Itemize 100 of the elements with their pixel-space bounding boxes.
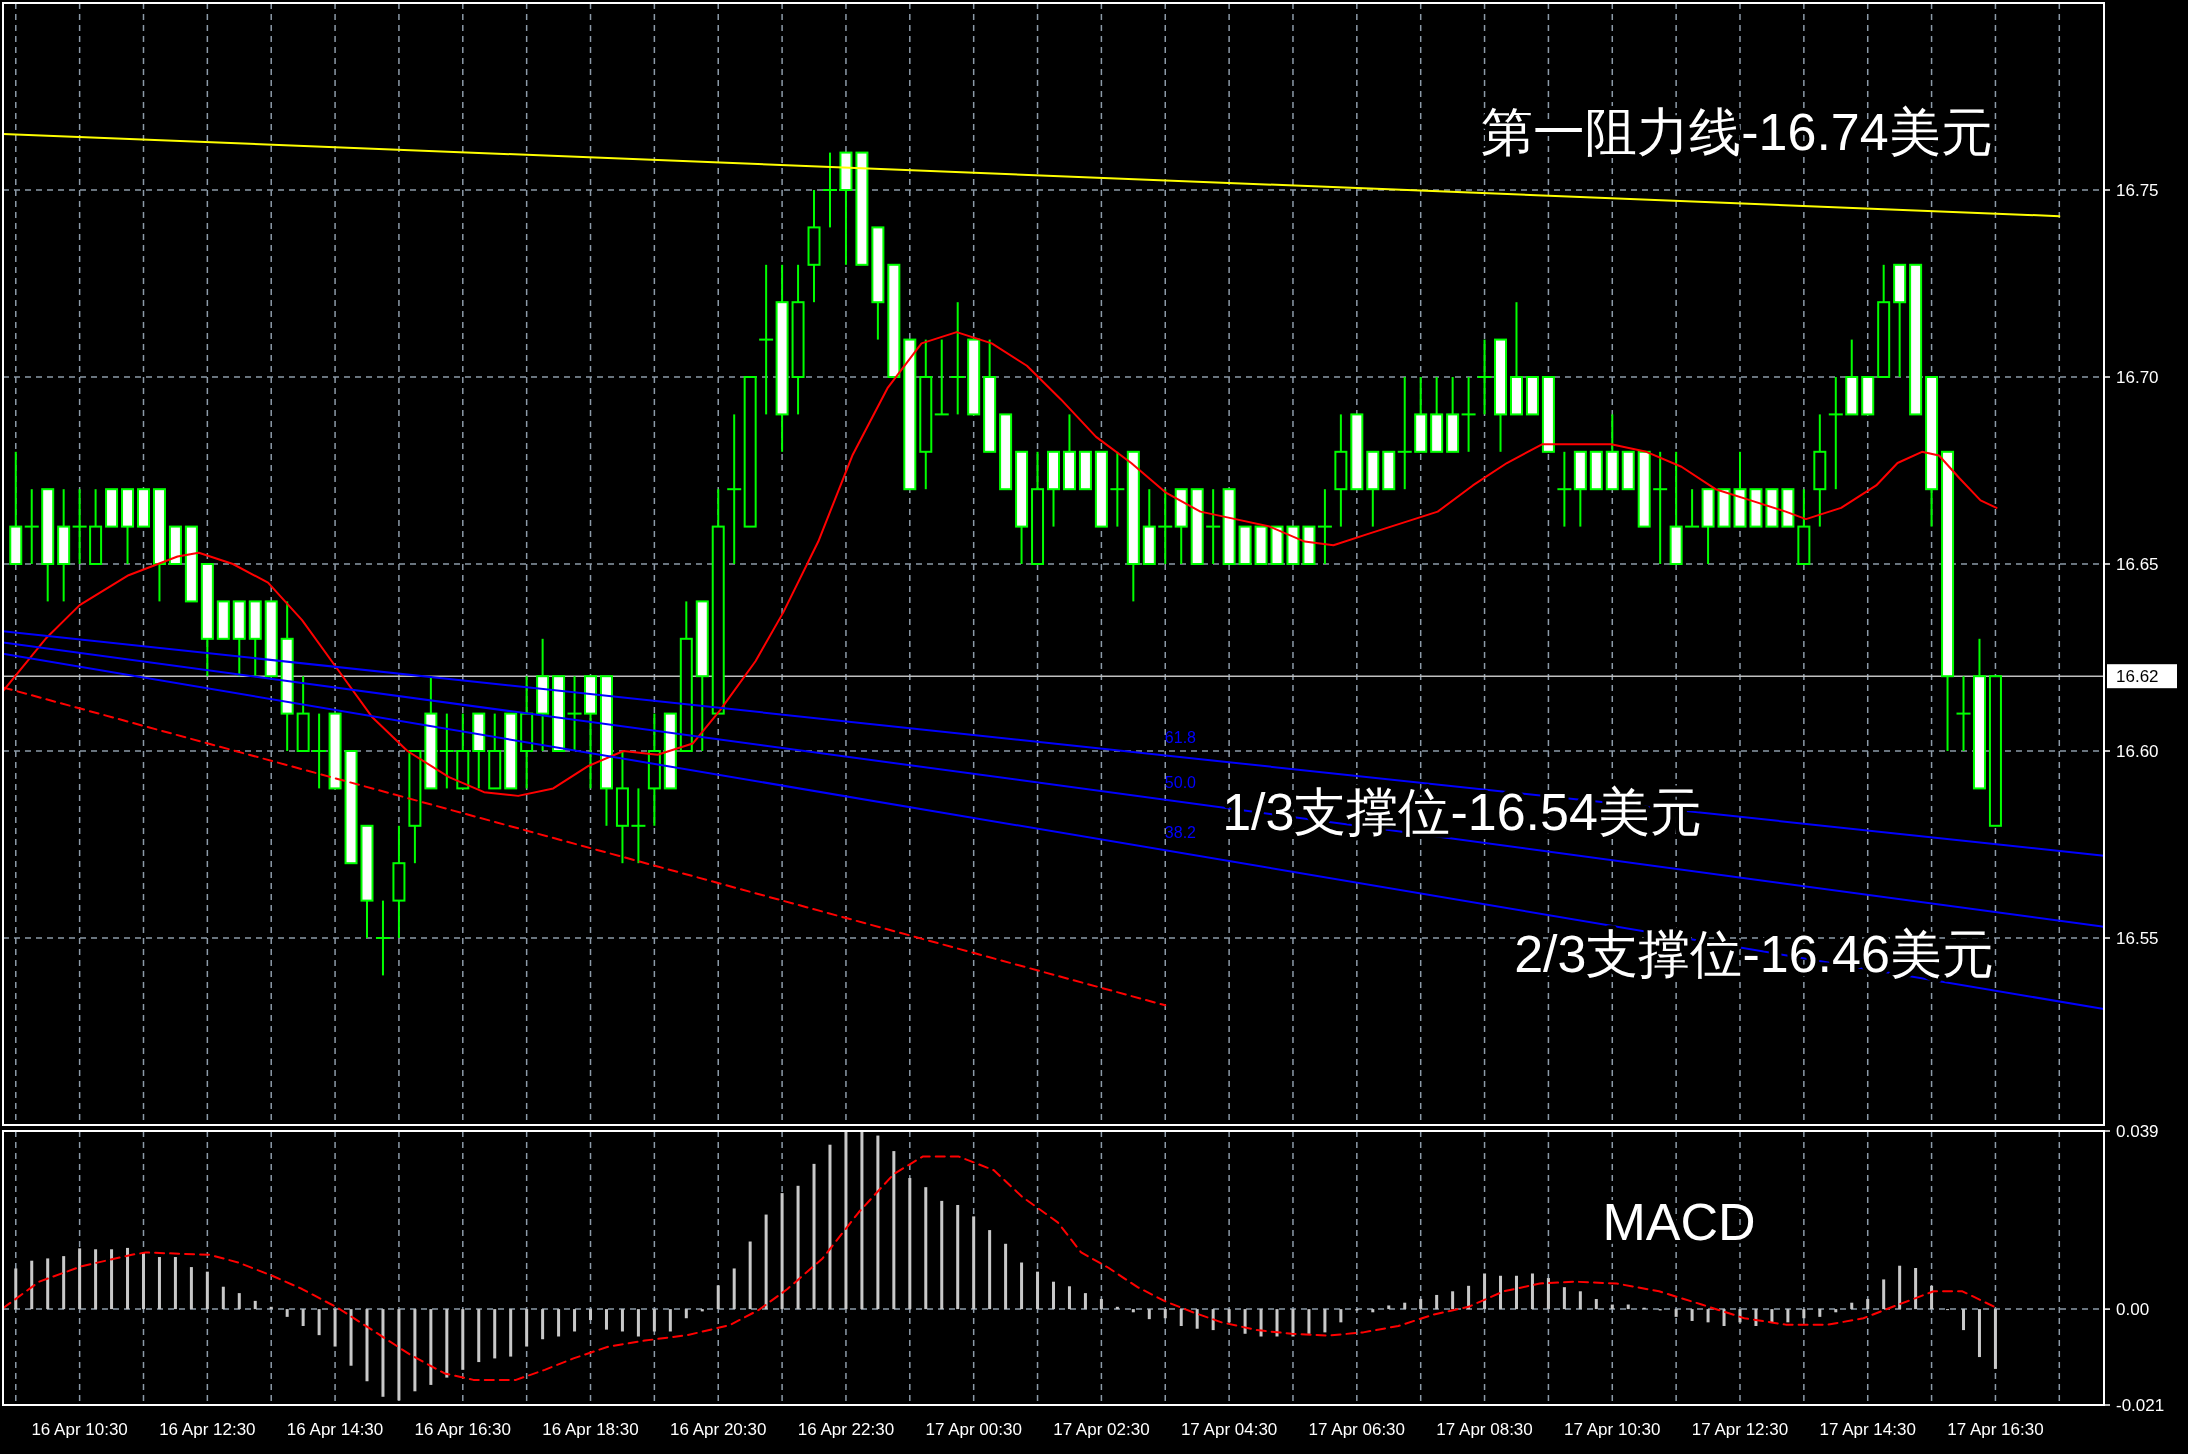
bar	[748, 1241, 752, 1310]
bar	[908, 1178, 912, 1310]
bar	[1403, 1302, 1407, 1310]
bar	[237, 1293, 241, 1310]
x-tick-label: 17 Apr 16:30	[1947, 1420, 2044, 1439]
bar	[1802, 1309, 1806, 1319]
bar	[573, 1309, 577, 1332]
bar	[764, 1214, 768, 1310]
bar	[716, 1285, 720, 1310]
bar	[1131, 1309, 1135, 1313]
bar	[110, 1249, 114, 1310]
bar	[541, 1309, 545, 1340]
ref-line-label: 16.62	[2116, 667, 2159, 687]
bar	[349, 1309, 353, 1366]
bar	[812, 1163, 816, 1310]
bar	[972, 1216, 976, 1310]
bar	[317, 1309, 321, 1336]
bar	[253, 1300, 257, 1310]
x-tick-label: 17 Apr 14:30	[1819, 1420, 1916, 1439]
bar	[796, 1185, 800, 1310]
bar	[509, 1309, 513, 1357]
bar	[1962, 1309, 1966, 1331]
bar	[1275, 1309, 1279, 1337]
bar	[1291, 1309, 1295, 1337]
bar	[1594, 1299, 1598, 1310]
bar	[1977, 1309, 1981, 1358]
x-tick-label: 16 Apr 16:30	[414, 1420, 511, 1439]
annotation: MACD	[1602, 1193, 1756, 1251]
bar	[1419, 1299, 1423, 1310]
x-tick-label: 16 Apr 18:30	[542, 1420, 639, 1439]
y-tick-label: 0.039	[2116, 1122, 2159, 1141]
bar	[1578, 1291, 1582, 1310]
bar	[381, 1309, 385, 1397]
bar	[1882, 1279, 1886, 1310]
bar	[78, 1248, 82, 1310]
bar	[892, 1151, 896, 1310]
bar	[1323, 1309, 1327, 1333]
bar	[1690, 1309, 1694, 1321]
bar	[1914, 1268, 1918, 1310]
x-tick-label: 16 Apr 22:30	[797, 1420, 895, 1439]
bar	[1067, 1286, 1071, 1310]
bar	[365, 1309, 369, 1382]
bar	[1514, 1275, 1518, 1310]
bar	[620, 1309, 624, 1332]
bar	[668, 1309, 672, 1332]
bar	[684, 1309, 688, 1319]
bar	[589, 1309, 593, 1321]
x-tick-label: 17 Apr 04:30	[1180, 1420, 1278, 1439]
bar	[14, 1268, 18, 1310]
bar	[1818, 1309, 1822, 1317]
bar	[62, 1256, 66, 1310]
bar	[860, 1131, 864, 1310]
bar	[1020, 1262, 1024, 1310]
bar	[205, 1271, 209, 1310]
bar	[445, 1309, 449, 1378]
bar	[461, 1309, 465, 1370]
bar	[333, 1309, 337, 1347]
y-tick-label: 16.60	[2116, 742, 2159, 761]
bar	[1259, 1309, 1263, 1337]
bar	[1036, 1271, 1040, 1310]
x-tick-label: 16 Apr 10:30	[31, 1420, 128, 1439]
bar	[1227, 1309, 1231, 1323]
x-tick-label: 16 Apr 12:30	[159, 1420, 256, 1439]
bar	[732, 1268, 736, 1310]
bar	[844, 1131, 848, 1310]
bar	[780, 1193, 784, 1310]
series-label: 61.8	[1164, 729, 1197, 747]
bar	[1499, 1275, 1503, 1310]
x-tick-label: 17 Apr 12:30	[1691, 1420, 1789, 1439]
bar	[46, 1258, 50, 1310]
bar	[1993, 1309, 1997, 1369]
bar	[94, 1249, 98, 1310]
y-tick-label: 16.70	[2116, 368, 2159, 387]
bar	[477, 1309, 481, 1363]
bar	[157, 1257, 161, 1310]
bar	[1898, 1265, 1902, 1310]
bar	[189, 1267, 193, 1310]
bar	[1435, 1294, 1439, 1310]
bar	[1179, 1309, 1183, 1326]
bar	[652, 1309, 656, 1332]
bar	[525, 1309, 529, 1347]
bar	[1004, 1243, 1008, 1310]
bar	[1722, 1309, 1726, 1326]
bar	[1850, 1302, 1854, 1310]
x-tick-label: 17 Apr 10:30	[1564, 1420, 1661, 1439]
bar	[1083, 1293, 1087, 1310]
bar	[1195, 1309, 1199, 1329]
x-tick-label: 17 Apr 06:30	[1308, 1420, 1406, 1439]
bar	[141, 1252, 145, 1310]
bar	[604, 1309, 608, 1330]
bar	[1770, 1309, 1774, 1323]
x-tick-label: 17 Apr 00:30	[925, 1420, 1022, 1439]
bar	[828, 1144, 832, 1310]
bar	[1834, 1309, 1838, 1313]
y-tick-label: 0.00	[2116, 1300, 2150, 1320]
bar	[1099, 1299, 1103, 1310]
bar	[1307, 1309, 1311, 1334]
bar	[413, 1309, 417, 1392]
x-tick-label: 17 Apr 02:30	[1053, 1420, 1150, 1439]
y-tick-label: 16.75	[2116, 181, 2159, 200]
